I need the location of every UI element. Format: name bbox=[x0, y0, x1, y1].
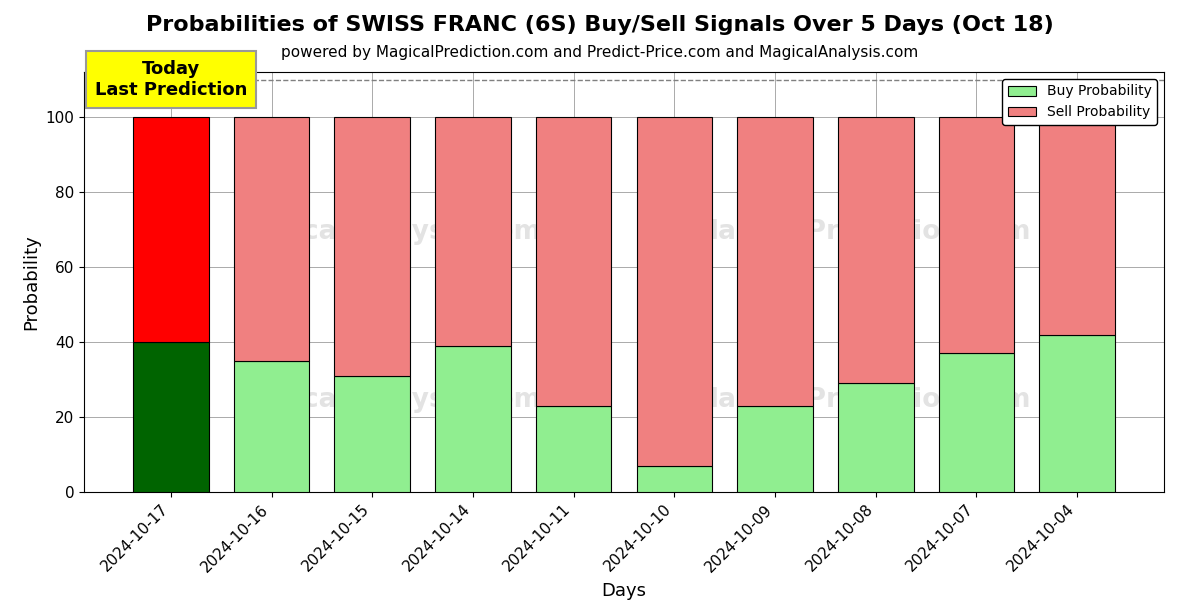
Bar bbox=[133, 342, 209, 492]
Bar bbox=[536, 117, 612, 406]
Text: MagicalAnalysis.com: MagicalAnalysis.com bbox=[232, 218, 541, 245]
Text: Today
Last Prediction: Today Last Prediction bbox=[95, 60, 247, 99]
Bar bbox=[436, 117, 511, 346]
Text: Probabilities of SWISS FRANC (6S) Buy/Sell Signals Over 5 Days (Oct 18): Probabilities of SWISS FRANC (6S) Buy/Se… bbox=[146, 15, 1054, 35]
X-axis label: Days: Days bbox=[601, 581, 647, 599]
Bar bbox=[335, 117, 410, 376]
Text: MagicalPrediction.com: MagicalPrediction.com bbox=[692, 386, 1031, 413]
Text: powered by MagicalPrediction.com and Predict-Price.com and MagicalAnalysis.com: powered by MagicalPrediction.com and Pre… bbox=[281, 45, 919, 60]
Bar bbox=[737, 117, 812, 406]
Bar bbox=[938, 353, 1014, 492]
Bar bbox=[838, 117, 913, 383]
Text: MagicalPrediction.com: MagicalPrediction.com bbox=[692, 218, 1031, 245]
Bar bbox=[737, 406, 812, 492]
Bar bbox=[636, 117, 712, 466]
Legend: Buy Probability, Sell Probability: Buy Probability, Sell Probability bbox=[1002, 79, 1157, 125]
Bar bbox=[838, 383, 913, 492]
Bar bbox=[436, 346, 511, 492]
Text: MagicalAnalysis.com: MagicalAnalysis.com bbox=[232, 386, 541, 413]
Bar bbox=[133, 117, 209, 342]
Bar bbox=[938, 117, 1014, 353]
Bar bbox=[1039, 335, 1115, 492]
Bar bbox=[1039, 117, 1115, 335]
Bar bbox=[536, 406, 612, 492]
Bar bbox=[234, 117, 310, 361]
Y-axis label: Probability: Probability bbox=[22, 234, 40, 330]
Bar bbox=[335, 376, 410, 492]
Bar bbox=[636, 466, 712, 492]
Bar bbox=[234, 361, 310, 492]
